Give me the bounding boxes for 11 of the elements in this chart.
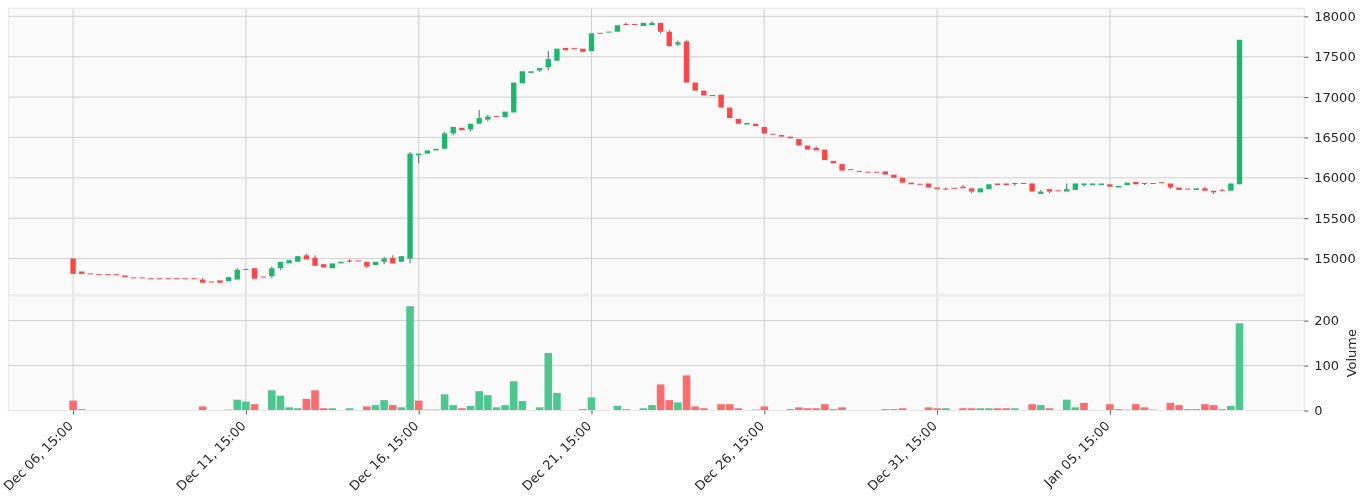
y-tick-label: 15000 xyxy=(1314,251,1356,267)
y-tick-label: 15500 xyxy=(1314,210,1356,226)
y-tick-label: 200 xyxy=(1314,313,1340,329)
y-tick-label: 17500 xyxy=(1314,49,1356,65)
y-tick-label: 100 xyxy=(1314,358,1340,374)
y-tick-label: 16500 xyxy=(1314,130,1356,146)
y-tick-label: 17000 xyxy=(1314,89,1356,105)
y-tick-label: 18000 xyxy=(1314,9,1356,25)
y-tick-label: 0 xyxy=(1314,403,1323,419)
y-axis-title: Volume xyxy=(1343,329,1359,378)
y-tick-label: 16000 xyxy=(1314,170,1356,186)
